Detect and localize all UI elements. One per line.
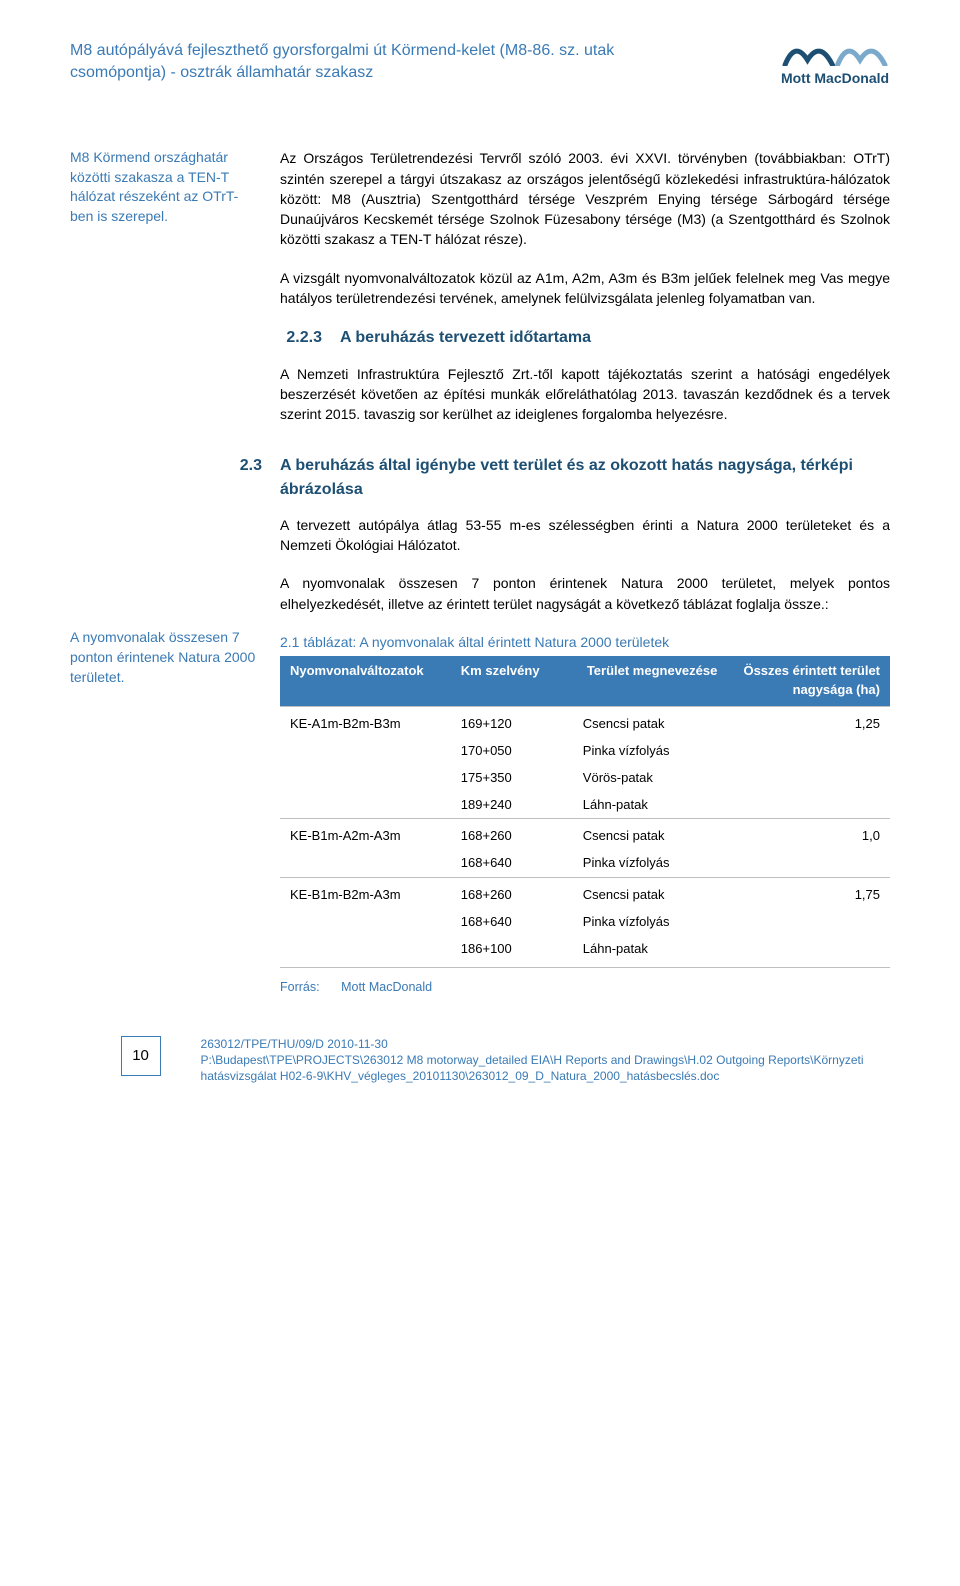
margin-note-2: A nyomvonalak összesen 7 ponton érintene… [70, 628, 260, 687]
section-title: A beruházás által igénybe vett terület é… [280, 454, 890, 500]
cell-km: 169+120 [451, 707, 573, 738]
paragraph: A nyomvonalak összesen 7 ponton érintene… [280, 573, 890, 614]
cell-total: 1,25 [731, 707, 890, 738]
main-column: Az Országos Területrendezési Tervről szó… [280, 148, 890, 442]
cell-area-name: Vörös-patak [573, 765, 732, 792]
table-source: Forrás: Mott MacDonald [280, 968, 890, 996]
section-number: 2.3 [220, 454, 280, 500]
cell-km: 168+260 [451, 819, 573, 850]
cell-area-name: Pinka vízfolyás [573, 850, 732, 877]
content-columns-2: A nyomvonalak összesen 7 ponton érintene… [70, 448, 890, 995]
cell-variant: KE-A1m-B2m-B3m [280, 707, 451, 738]
footer-line: P:\Budapest\TPE\PROJECTS\263012 M8 motor… [201, 1052, 890, 1084]
table-row: KE-B1m-A2m-A3m168+260Csencsi patak1,0 [280, 819, 890, 850]
table-row: 189+240Láhn-patak [280, 792, 890, 819]
cell-total [731, 850, 890, 877]
table-head: Nyomvonalváltozatok Km szelvény Terület … [280, 656, 890, 706]
cell-km: 175+350 [451, 765, 573, 792]
paragraph: A vizsgált nyomvonalváltozatok közül az … [280, 268, 890, 309]
cell-variant [280, 936, 451, 967]
col-header: Km szelvény [451, 656, 573, 706]
source-value: Mott MacDonald [341, 980, 432, 994]
cell-variant: KE-B1m-A2m-A3m [280, 819, 451, 850]
cell-variant [280, 792, 451, 819]
cell-area-name: Pinka vízfolyás [573, 738, 732, 765]
source-label: Forrás: [280, 980, 338, 994]
cell-km: 170+050 [451, 738, 573, 765]
cell-area-name: Csencsi patak [573, 819, 732, 850]
table-caption: 2.1 táblázat: A nyomvonalak által érinte… [280, 632, 890, 652]
cell-area-name: Láhn-patak [573, 792, 732, 819]
page-header: M8 autópályává fejleszthető gyorsforgalm… [70, 40, 890, 88]
section-heading-223: 2.2.3 A beruházás tervezett időtartama [280, 326, 890, 349]
cell-total [731, 765, 890, 792]
paragraph: A tervezett autópálya átlag 53-55 m-es s… [280, 515, 890, 556]
cell-km: 168+640 [451, 909, 573, 936]
cell-variant [280, 909, 451, 936]
cell-km: 168+640 [451, 850, 573, 877]
cell-area-name: Csencsi patak [573, 707, 732, 738]
cell-total [731, 909, 890, 936]
table-body: KE-A1m-B2m-B3m169+120Csencsi patak1,2517… [280, 707, 890, 968]
content-columns: M8 Körmend országhatár közötti szakasza … [70, 148, 890, 442]
cell-area-name: Pinka vízfolyás [573, 909, 732, 936]
sidebar-2: A nyomvonalak összesen 7 ponton érintene… [70, 448, 280, 995]
cell-km: 168+260 [451, 878, 573, 909]
cell-variant [280, 738, 451, 765]
sidebar: M8 Körmend országhatár közötti szakasza … [70, 148, 280, 442]
section-number: 2.2.3 [280, 326, 340, 349]
cell-km: 189+240 [451, 792, 573, 819]
table-row: KE-A1m-B2m-B3m169+120Csencsi patak1,25 [280, 707, 890, 738]
table-row: 170+050Pinka vízfolyás [280, 738, 890, 765]
paragraph: A Nemzeti Infrastruktúra Fejlesztő Zrt.-… [280, 364, 890, 425]
col-header: Nyomvonalváltozatok [280, 656, 451, 706]
page-footer: 10 263012/TPE/THU/09/D 2010-11-30 P:\Bud… [70, 1036, 890, 1085]
table-row: 175+350Vörös-patak [280, 765, 890, 792]
cell-total: 1,75 [731, 878, 890, 909]
cell-total [731, 738, 890, 765]
brand-logo: Mott MacDonald [780, 40, 890, 88]
table-row: 186+100Láhn-patak [280, 936, 890, 967]
col-header: Terület megnevezése [573, 656, 732, 706]
footer-line: 263012/TPE/THU/09/D 2010-11-30 [201, 1036, 890, 1052]
page: M8 autópályává fejleszthető gyorsforgalm… [0, 0, 960, 1104]
table-row: 168+640Pinka vízfolyás [280, 850, 890, 877]
logo-icon [780, 40, 890, 66]
page-number: 10 [121, 1036, 161, 1076]
document-title: M8 autópályává fejleszthető gyorsforgalm… [70, 40, 630, 83]
cell-total [731, 792, 890, 819]
main-column-2: 2.3 A beruházás által igénybe vett terül… [280, 448, 890, 995]
cell-variant [280, 850, 451, 877]
cell-total [731, 936, 890, 967]
footer-path: 263012/TPE/THU/09/D 2010-11-30 P:\Budape… [201, 1036, 890, 1085]
cell-area-name: Csencsi patak [573, 878, 732, 909]
section-title: A beruházás tervezett időtartama [340, 326, 890, 349]
natura-table: Nyomvonalváltozatok Km szelvény Terület … [280, 656, 890, 967]
cell-variant [280, 765, 451, 792]
paragraph: Az Országos Területrendezési Tervről szó… [280, 148, 890, 249]
cell-km: 186+100 [451, 936, 573, 967]
margin-note-1: M8 Körmend országhatár közötti szakasza … [70, 148, 260, 226]
cell-variant: KE-B1m-B2m-A3m [280, 878, 451, 909]
logo-text: Mott MacDonald [781, 68, 889, 88]
table-row: 168+640Pinka vízfolyás [280, 909, 890, 936]
section-heading-23: 2.3 A beruházás által igénybe vett terül… [250, 454, 890, 500]
table-row: KE-B1m-B2m-A3m168+260Csencsi patak1,75 [280, 878, 890, 909]
col-header: Összes érintett terület nagysága (ha) [731, 656, 890, 706]
cell-area-name: Láhn-patak [573, 936, 732, 967]
cell-total: 1,0 [731, 819, 890, 850]
